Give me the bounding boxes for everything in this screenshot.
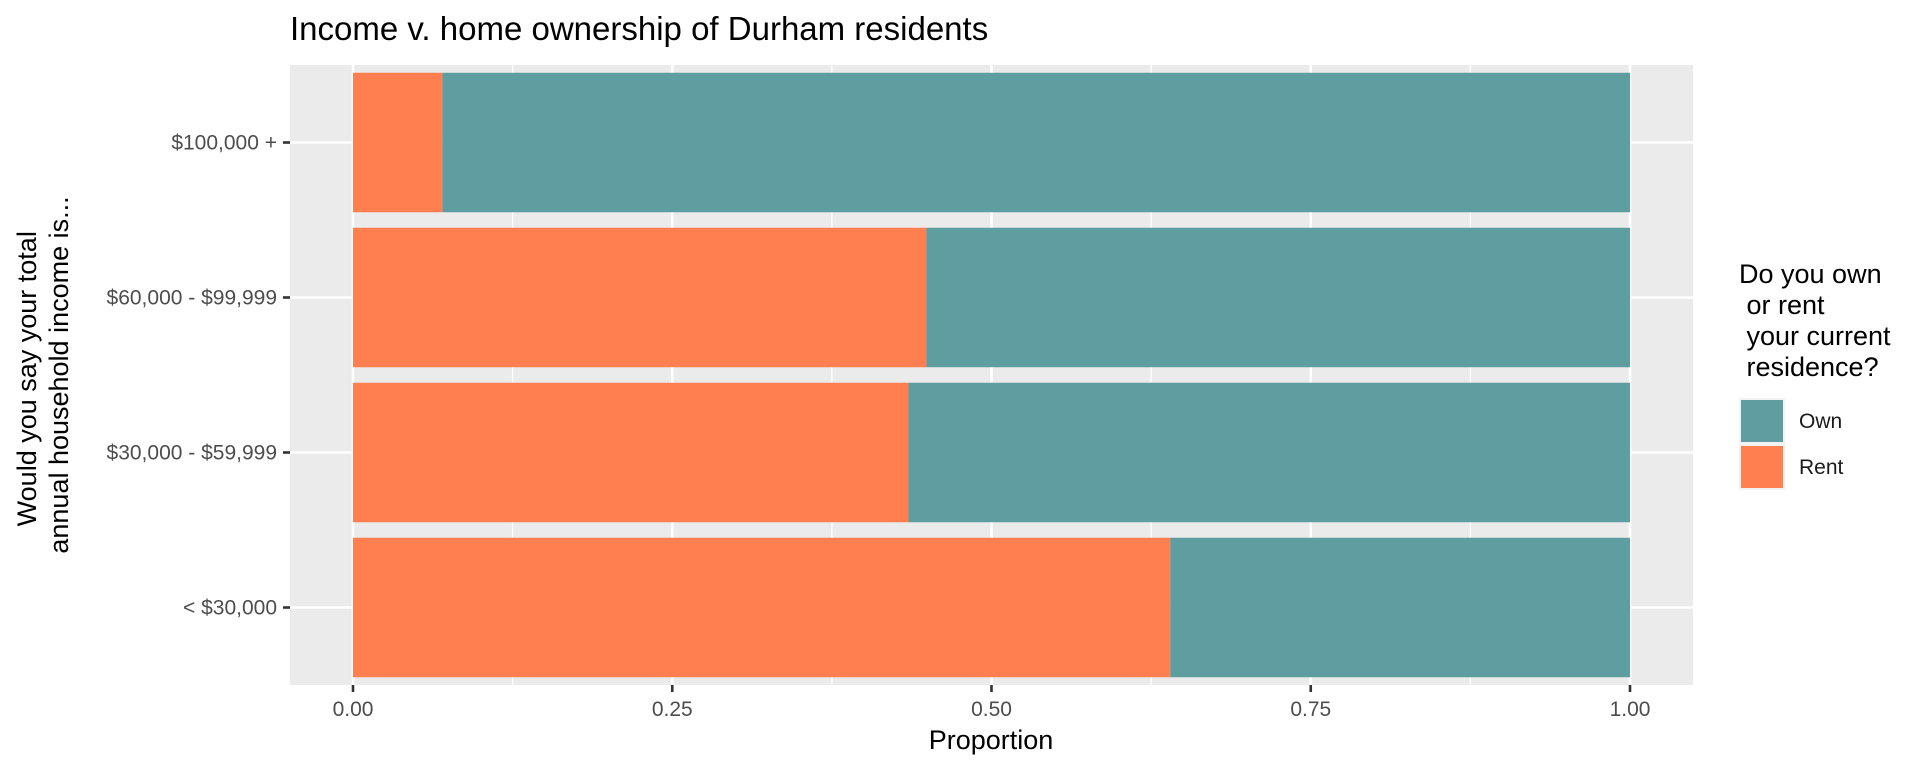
legend-title: Do you own or rent your current residenc…: [1739, 259, 1891, 382]
x-axis: 0.00 0.25 0.50 0.75 1.00: [333, 685, 1651, 721]
bar-rent: [353, 72, 443, 213]
x-tick-label: 0.75: [1290, 698, 1331, 721]
x-tick-label: 0.00: [333, 698, 374, 721]
y-tick-label: < $30,000: [183, 597, 277, 620]
legend-key-own: [1741, 400, 1783, 442]
y-axis-title-line-2: annual household income is...: [44, 196, 74, 553]
bars-group: [353, 72, 1630, 678]
y-axis-title: Would you say your total annual househol…: [12, 196, 74, 553]
legend-title-line: your current: [1739, 321, 1891, 351]
bar-own: [908, 382, 1630, 523]
x-axis-title: Proportion: [929, 725, 1054, 755]
bar-rent: [353, 537, 1171, 678]
bar-own: [1170, 537, 1630, 678]
legend-title-line: or rent: [1739, 290, 1825, 320]
legend-label-own: Own: [1799, 410, 1842, 433]
bar-rent: [353, 227, 927, 368]
bar-own: [442, 72, 1630, 213]
legend-title-line: Do you own: [1739, 259, 1882, 289]
chart-title: Income v. home ownership of Durham resid…: [290, 10, 988, 47]
x-tick-label: 0.25: [652, 698, 693, 721]
y-axis: < $30,000 $30,000 - $59,999 $60,000 - $99,…: [107, 132, 290, 620]
x-tick-label: 0.50: [971, 698, 1012, 721]
bar-rent: [353, 382, 909, 523]
legend-key-rent: [1741, 446, 1783, 488]
legend-title-line: residence?: [1739, 352, 1879, 382]
legend: Do you own or rent your current residenc…: [1739, 259, 1891, 490]
x-tick-label: 1.00: [1610, 698, 1651, 721]
y-tick-label: $100,000 +: [171, 132, 277, 155]
bar-own: [926, 227, 1630, 368]
y-tick-label: $30,000 - $59,999: [107, 442, 277, 465]
y-tick-label: $60,000 - $99,999: [107, 287, 277, 310]
y-axis-title-line-1: Would you say your total: [12, 231, 42, 526]
legend-label-rent: Rent: [1799, 456, 1844, 479]
